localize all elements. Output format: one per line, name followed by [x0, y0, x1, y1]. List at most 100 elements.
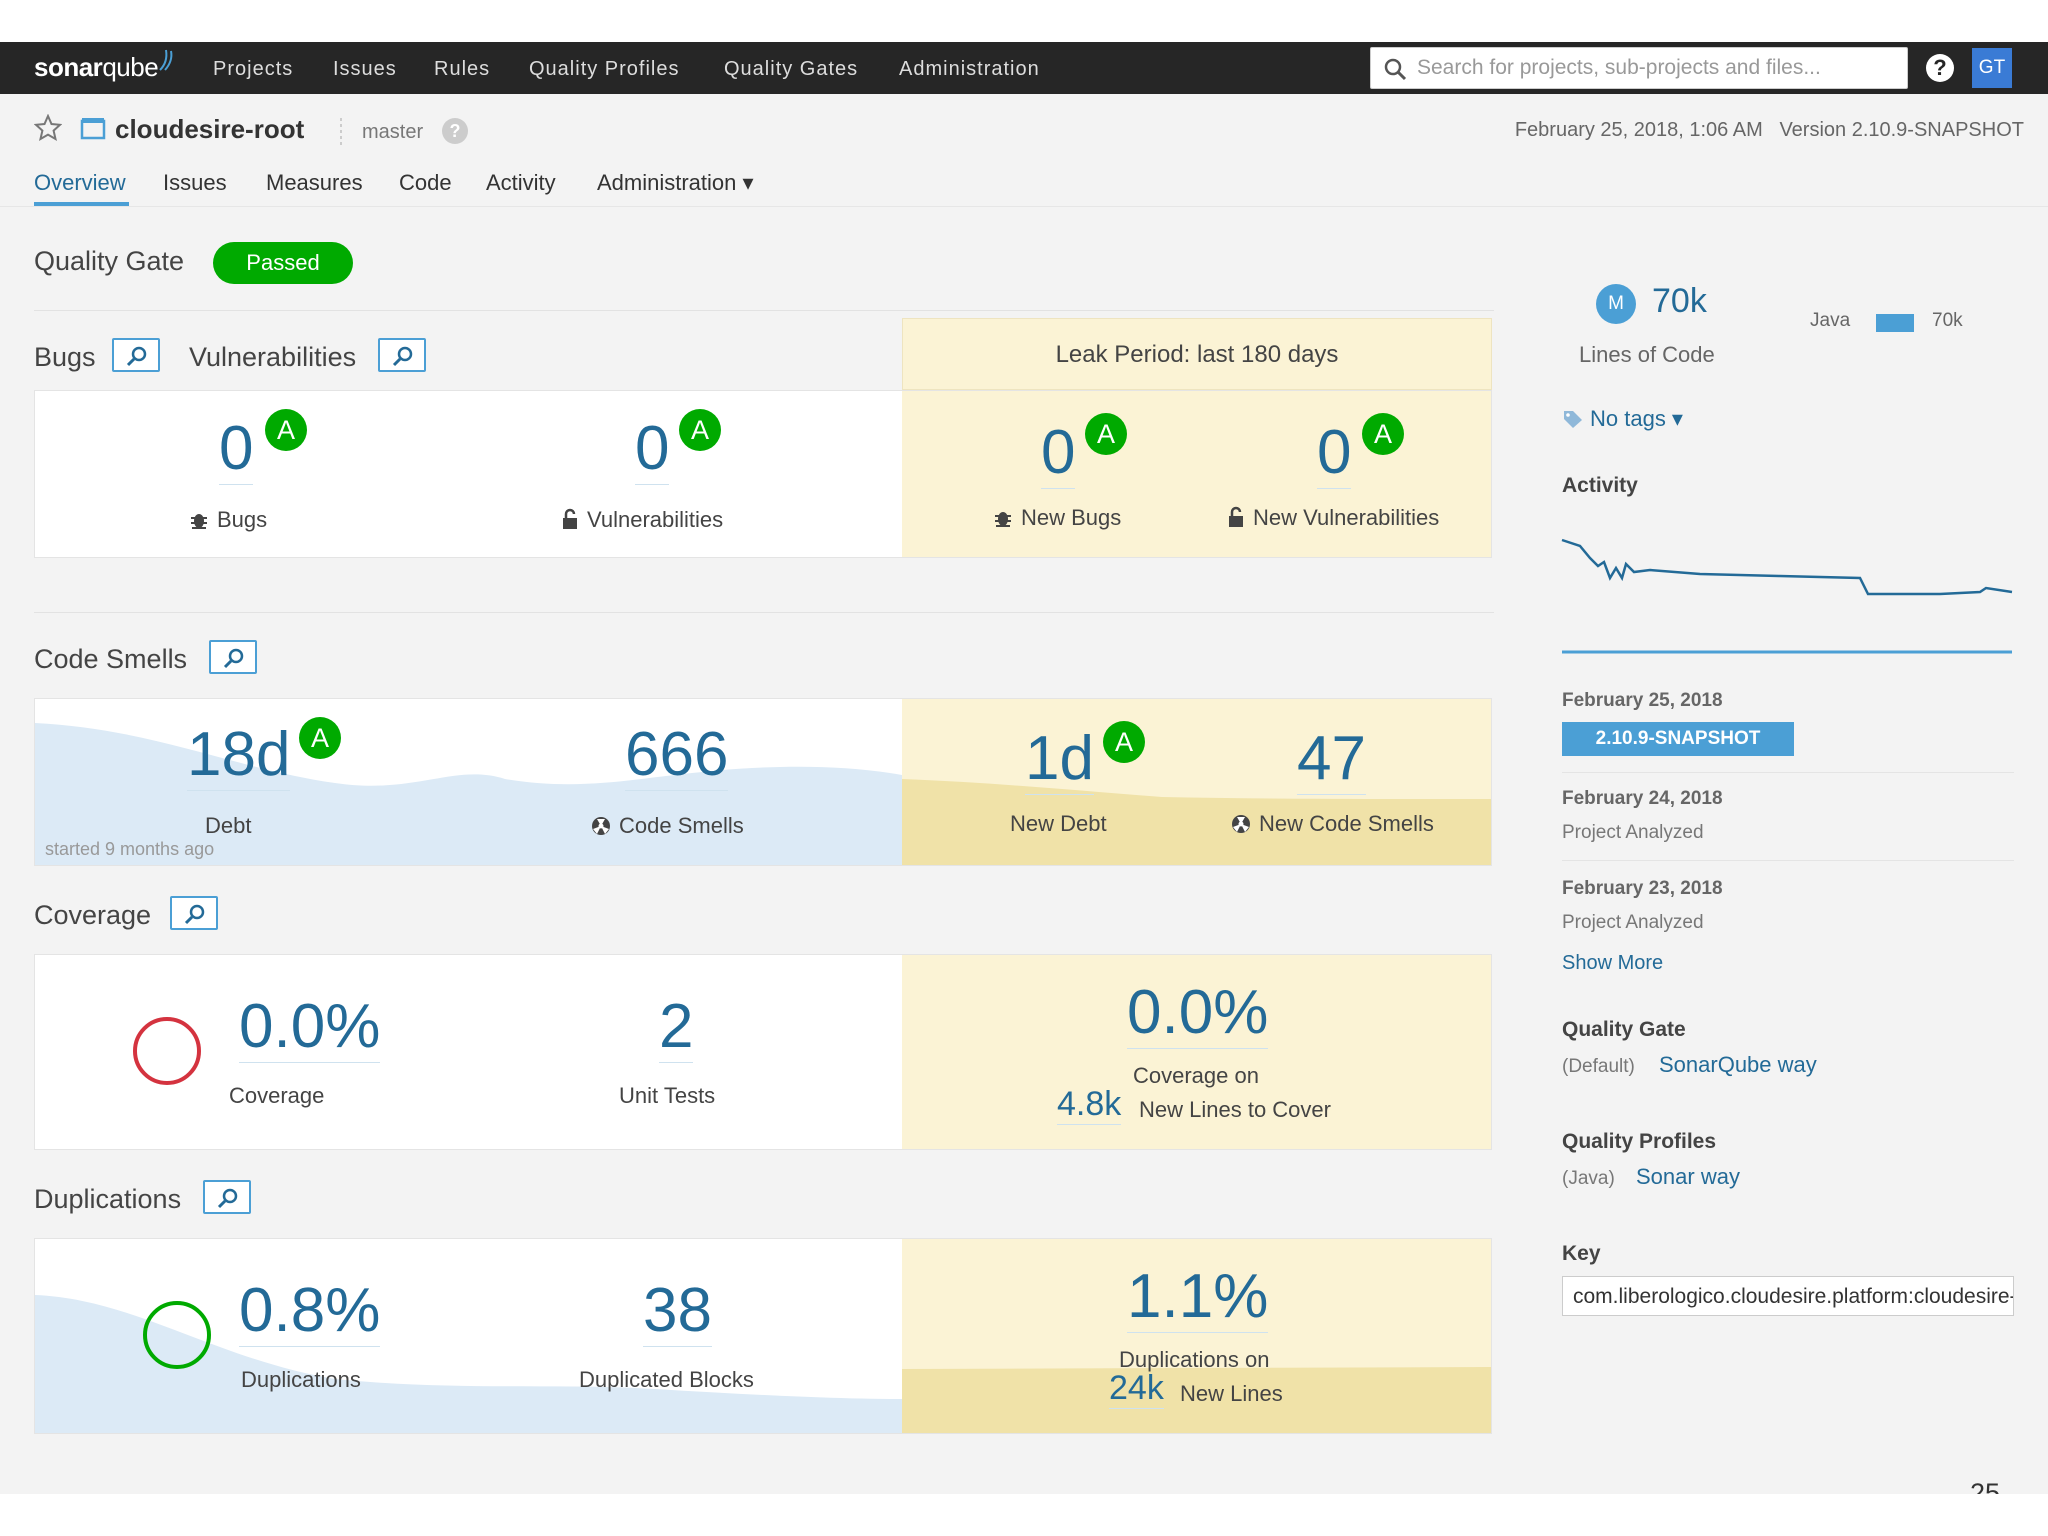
code-smells-title: Code Smells	[34, 644, 188, 674]
nav-administration[interactable]: Administration	[899, 58, 1040, 80]
top-navigation-bar: sonarqube Projects Issues Rules Quality …	[0, 42, 2048, 94]
lines-of-code-value[interactable]: 70k	[1652, 282, 1707, 320]
tags-text: No tags ▾	[1590, 406, 1683, 431]
tab-issues[interactable]: Issues	[163, 170, 227, 195]
new-debt-value[interactable]: 1d	[1025, 724, 1094, 795]
duplications-measures-link[interactable]	[203, 1180, 251, 1214]
code-smell-icon	[592, 817, 610, 835]
user-avatar[interactable]: GT	[1972, 48, 2012, 88]
vulnerabilities-issues-link[interactable]	[378, 338, 426, 372]
new-vulnerabilities-label: New Vulnerabilities	[1227, 505, 1439, 531]
nav-quality-profiles[interactable]: Quality Profiles	[529, 58, 680, 80]
vulnerabilities-value[interactable]: 0	[635, 414, 670, 485]
coverage-value[interactable]: 0.0%	[239, 992, 381, 1063]
lock-icon	[563, 508, 577, 529]
link-icon	[184, 904, 205, 925]
nav-quality-gates[interactable]: Quality Gates	[724, 58, 859, 80]
new-duplications-value[interactable]: 1.1%	[1127, 1262, 1269, 1333]
tab-activity[interactable]: Activity	[486, 170, 556, 195]
project-key-title: Key	[1562, 1242, 1601, 1265]
help-icon[interactable]: ?	[1926, 54, 1954, 82]
quality-gate-link[interactable]: SonarQube way	[1659, 1052, 1817, 1077]
new-code-smells-value[interactable]: 47	[1297, 724, 1366, 795]
section-divider	[34, 612, 1494, 613]
bugs-value[interactable]: 0	[219, 414, 254, 485]
nav-rules[interactable]: Rules	[434, 58, 491, 80]
search-input[interactable]	[1417, 54, 1897, 82]
debt-started-note: started 9 months ago	[45, 839, 215, 859]
event-divider	[1562, 772, 2014, 773]
new-vulnerabilities-value[interactable]: 0	[1317, 418, 1352, 489]
global-search[interactable]	[1370, 47, 1908, 89]
code-smells-issues-link[interactable]	[209, 640, 257, 674]
leak-period-area	[902, 391, 1491, 557]
bugs-vulnerabilities-panel: 0 A Bugs 0 A Vulnerabilities 0 A New Bug…	[34, 390, 1492, 558]
show-more-link[interactable]: Show More	[1562, 952, 1664, 974]
quality-gate-label: Quality Gate	[34, 246, 185, 276]
tab-measures[interactable]: Measures	[266, 170, 363, 195]
language-name: Java	[1810, 310, 1851, 331]
coverage-measures-link[interactable]	[170, 896, 218, 930]
new-debt-label: New Debt	[1010, 811, 1107, 836]
event-date: February 24, 2018	[1562, 788, 1723, 809]
project-key-box[interactable]	[1562, 1276, 2014, 1316]
vulnerabilities-title: Vulnerabilities	[189, 342, 357, 372]
branch-help-icon[interactable]: ?	[442, 118, 468, 144]
bugs-rating-badge: A	[265, 409, 307, 451]
duplications-label: Duplications	[241, 1367, 361, 1392]
logo-light-text: qube	[102, 52, 159, 82]
debt-rating-badge: A	[299, 717, 341, 759]
event-divider	[1562, 860, 2014, 861]
bugs-label-text: Bugs	[217, 507, 268, 532]
bugs-label: Bugs	[189, 507, 267, 533]
project-icon	[80, 118, 106, 140]
new-vulnerabilities-label-text: New Vulnerabilities	[1253, 505, 1440, 530]
tab-administration[interactable]: Administration ▾	[597, 170, 754, 195]
event-text: Project Analyzed	[1562, 912, 1704, 933]
tab-overview[interactable]: Overview	[34, 170, 126, 195]
analysis-date: February 25, 2018, 1:06 AM	[1514, 119, 1763, 141]
bug-icon	[995, 512, 1011, 527]
debt-history-background	[35, 723, 902, 865]
code-smells-label: Code Smells	[591, 813, 744, 839]
sonarqube-logo[interactable]: sonarqube	[34, 49, 173, 83]
favorite-star-icon[interactable]	[34, 114, 62, 142]
link-icon	[126, 346, 147, 367]
leak-period-area	[902, 1239, 1491, 1433]
tab-code[interactable]: Code	[399, 170, 452, 195]
new-vulnerabilities-rating-badge: A	[1362, 413, 1404, 455]
lock-icon	[1229, 506, 1243, 527]
tags-selector[interactable]: No tags ▾	[1562, 406, 1683, 432]
code-smells-value[interactable]: 666	[625, 720, 729, 791]
new-coverage-value[interactable]: 0.0%	[1127, 978, 1269, 1049]
duplications-history-background	[35, 1295, 902, 1433]
new-lines-to-cover-value[interactable]: 4.8k	[1057, 1085, 1122, 1125]
bugs-title: Bugs	[34, 342, 96, 372]
vulnerabilities-rating-badge: A	[679, 409, 721, 451]
bugs-issues-link[interactable]	[112, 338, 160, 372]
activity-sparkline[interactable]	[1560, 528, 2016, 662]
leak-period-area	[902, 955, 1491, 1149]
project-key-field[interactable]	[1573, 1283, 2013, 1311]
loc-size-badge: M	[1596, 284, 1636, 324]
nav-issues[interactable]: Issues	[333, 58, 397, 80]
project-name[interactable]: cloudesire-root	[115, 114, 305, 144]
coverage-label: Coverage	[229, 1083, 325, 1108]
quality-profile-link[interactable]: Sonar way	[1636, 1164, 1740, 1189]
new-lines-value[interactable]: 24k	[1109, 1369, 1164, 1409]
code-smells-panel: 18d A Debt started 9 months ago 666 Code…	[34, 698, 1492, 866]
new-coverage-label-line2: New Lines to Cover	[1139, 1097, 1331, 1122]
unit-tests-value[interactable]: 2	[659, 992, 694, 1063]
vulnerabilities-label-text: Vulnerabilities	[587, 507, 724, 532]
event-date: February 25, 2018	[1562, 690, 1723, 711]
quality-profile-prefix: (Java)	[1562, 1168, 1615, 1189]
nav-projects[interactable]: Projects	[213, 58, 294, 80]
debt-value[interactable]: 18d	[187, 720, 291, 791]
duplications-value[interactable]: 0.8%	[239, 1276, 381, 1347]
new-bugs-value[interactable]: 0	[1041, 418, 1076, 489]
duplicated-blocks-value[interactable]: 38	[643, 1276, 712, 1347]
link-icon	[223, 648, 244, 669]
coverage-donut-icon	[133, 1017, 201, 1085]
bug-icon	[191, 514, 207, 529]
